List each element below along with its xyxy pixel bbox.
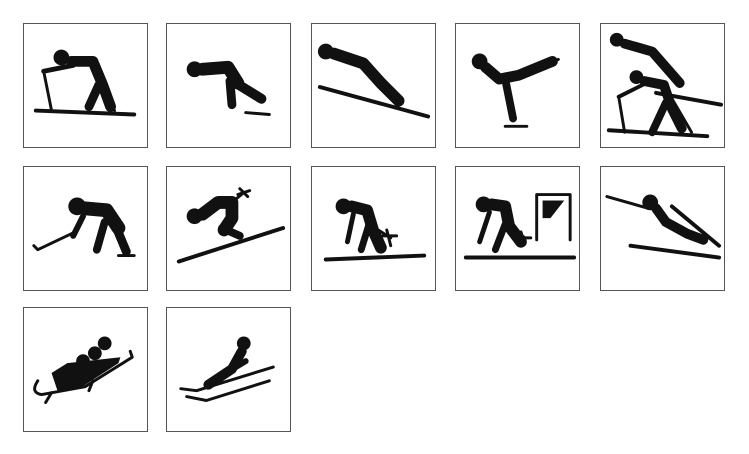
figure-skating-icon xyxy=(471,53,560,128)
pictogram-bobsleigh xyxy=(23,307,148,432)
pictogram-speed-skating xyxy=(166,23,291,148)
slalom-skiing-icon xyxy=(323,198,427,262)
speed-skating-icon xyxy=(186,60,271,117)
pictogram-figure-skating xyxy=(455,23,580,148)
pictogram-ice-hockey xyxy=(23,166,148,291)
pictogram-downhill-skiing xyxy=(166,166,291,291)
downhill-skiing-icon xyxy=(176,187,286,264)
bobsleigh-icon xyxy=(33,336,134,404)
pictogram-biathlon xyxy=(600,166,725,291)
pictogram-cross-country-skiing xyxy=(23,23,148,148)
pictogram-giant-slalom-skiing xyxy=(455,166,580,291)
ice-hockey-icon xyxy=(32,197,136,258)
pictogram-slalom-skiing xyxy=(311,166,436,291)
pictogram-nordic-combined xyxy=(600,23,725,148)
cross-country-skiing-icon xyxy=(33,49,137,117)
luge-icon xyxy=(179,336,275,402)
pictogram-ski-jumping xyxy=(311,23,436,148)
ski-jumping-icon xyxy=(317,43,431,119)
pictogram-luge xyxy=(166,307,291,432)
biathlon-icon xyxy=(605,194,722,260)
giant-slalom-skiing-icon xyxy=(463,193,577,260)
nordic-combined-icon xyxy=(606,32,724,139)
